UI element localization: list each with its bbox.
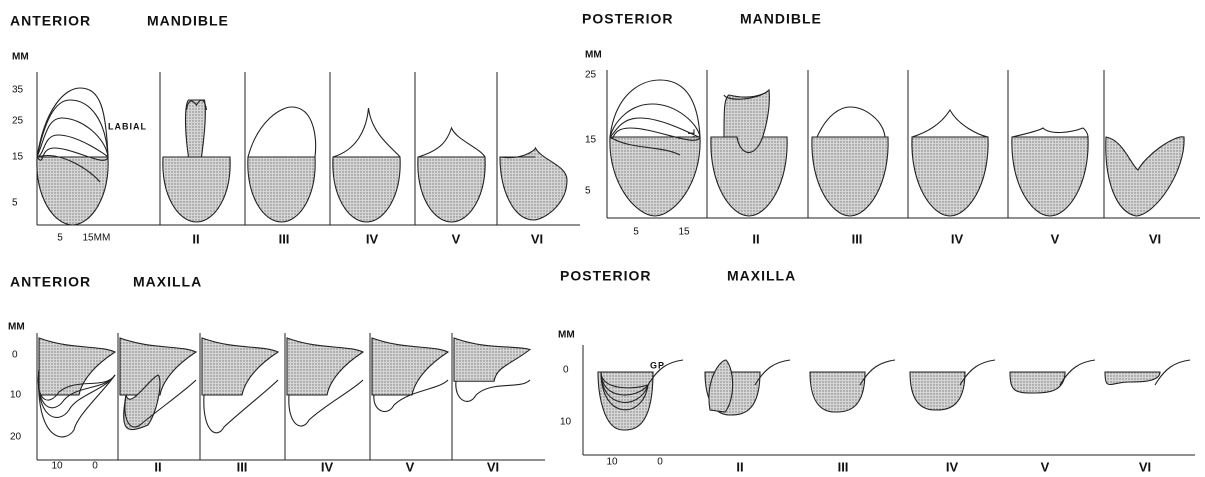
y-tick-label: 25 xyxy=(12,116,24,127)
panel-title: MAXILLA xyxy=(727,268,796,284)
ridge-fill xyxy=(287,338,363,395)
class-label: II xyxy=(752,231,759,246)
ridge-outline xyxy=(817,107,885,137)
ridge-fill xyxy=(186,100,206,157)
y-tick-label: 10 xyxy=(10,390,22,401)
class-label: V xyxy=(452,231,461,246)
x-tick-label: 0 xyxy=(657,457,663,468)
class-label: V xyxy=(1051,231,1060,246)
ridge-outline xyxy=(37,135,108,157)
x-tick-label: 10 xyxy=(606,457,618,468)
x-tick-label: MM xyxy=(94,233,111,244)
class-label: VI xyxy=(1149,231,1161,246)
unit-label: MM xyxy=(12,52,29,63)
ridge-outline xyxy=(456,380,530,401)
ridge-fill xyxy=(810,372,865,412)
class-label: II xyxy=(192,231,199,246)
ridge-outline xyxy=(333,108,400,157)
ridge-fill xyxy=(163,157,230,222)
ridge-fill xyxy=(812,137,888,216)
y-tick-label: 25 xyxy=(585,70,597,81)
class-label: III xyxy=(852,231,863,246)
x-tick-label: 5 xyxy=(57,233,63,244)
ridge-fill xyxy=(1105,372,1160,385)
panel-title: ANTERIOR xyxy=(10,13,91,29)
ridge-outline xyxy=(912,110,988,137)
class-label: II xyxy=(736,459,743,474)
annotation: GP xyxy=(650,360,665,370)
ridge-fill xyxy=(248,157,315,222)
ridge-fill xyxy=(910,372,965,410)
class-label: V xyxy=(1041,459,1050,474)
ridge-fill xyxy=(202,338,278,395)
y-tick-label: 0 xyxy=(12,350,18,361)
ridge-fill xyxy=(39,338,115,395)
y-tick-label: 10 xyxy=(560,417,572,428)
unit-label: MM xyxy=(585,50,602,61)
panel-title: MANDIBLE xyxy=(740,11,822,27)
y-tick-label: 35 xyxy=(12,85,24,96)
y-tick-label: 20 xyxy=(10,432,22,443)
y-tick-label: 5 xyxy=(585,186,591,197)
ridge-fill xyxy=(1106,137,1184,216)
class-label: IV xyxy=(366,231,379,246)
panel-title: MAXILLA xyxy=(133,274,202,290)
ridge-outline xyxy=(1012,128,1088,137)
ridge-fill xyxy=(333,157,400,222)
x-tick-label: 0 xyxy=(92,461,98,472)
panel-title: POSTERIOR xyxy=(560,268,651,284)
ridge-fill xyxy=(454,338,530,381)
class-label: III xyxy=(237,459,248,474)
y-tick-label: 15 xyxy=(12,152,24,163)
ridge-fill xyxy=(598,372,653,430)
ridge-fill xyxy=(1012,137,1088,216)
page: ANTERIORMANDIBLEMM3525155515MMIIIIIIVVVI… xyxy=(0,0,1205,477)
class-label: VI xyxy=(487,459,499,474)
ridge-fill xyxy=(912,137,988,216)
ridge-outline xyxy=(418,128,485,157)
class-label: VI xyxy=(1139,459,1151,474)
class-label: V xyxy=(406,459,415,474)
ridge-fill xyxy=(418,157,485,222)
ridge-outline xyxy=(248,107,316,157)
panel-title: POSTERIOR xyxy=(582,11,673,27)
x-tick-label: 10 xyxy=(51,461,63,472)
ridge-fill xyxy=(37,157,108,225)
figure: ANTERIORMANDIBLEMM3525155515MMIIIIIIVVVI… xyxy=(0,0,1205,477)
class-label: III xyxy=(838,459,849,474)
class-label: II xyxy=(154,459,161,474)
unit-label: MM xyxy=(558,330,575,341)
y-tick-label: 15 xyxy=(585,135,597,146)
class-label: IV xyxy=(321,459,334,474)
x-tick-label: 15 xyxy=(678,227,690,238)
class-label: IV xyxy=(946,459,959,474)
x-tick-label: 5 xyxy=(633,227,639,238)
panel-title: MANDIBLE xyxy=(147,13,229,29)
class-label: III xyxy=(279,231,290,246)
unit-label: MM xyxy=(8,322,25,333)
class-label: VI xyxy=(531,231,543,246)
ridge-fill xyxy=(1010,372,1065,393)
class-label: IV xyxy=(951,231,964,246)
y-tick-label: 5 xyxy=(12,198,18,209)
ridge-fill xyxy=(500,148,567,220)
x-tick-label: 15 xyxy=(82,233,94,244)
y-tick-label: 0 xyxy=(563,365,569,376)
annotation: LABIAL xyxy=(108,121,147,131)
panel-title: ANTERIOR xyxy=(10,274,91,290)
ridge-fill xyxy=(709,360,733,412)
